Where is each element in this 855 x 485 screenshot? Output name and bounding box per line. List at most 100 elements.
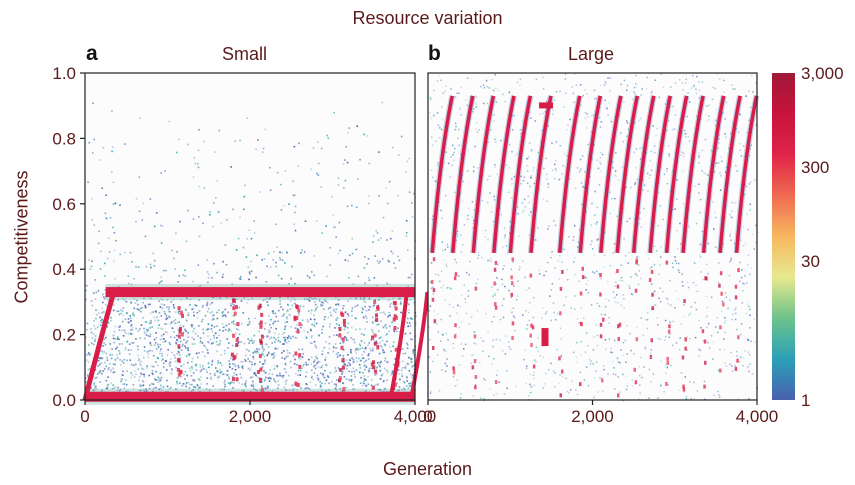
panel-b-point bbox=[748, 398, 750, 400]
panel-a-point bbox=[160, 303, 163, 305]
panel-a-point bbox=[176, 377, 178, 379]
panel-a-point bbox=[216, 337, 218, 339]
panel-b-point bbox=[695, 222, 698, 225]
panel-a-point bbox=[338, 324, 340, 326]
panel-a-point bbox=[357, 304, 359, 306]
panel-a-streak-mark bbox=[373, 300, 377, 305]
panel-a-point bbox=[147, 356, 149, 358]
panel-b-point bbox=[483, 399, 485, 402]
panel-b-point bbox=[702, 278, 704, 281]
panel-b-point bbox=[634, 218, 636, 220]
panel-a-point bbox=[397, 255, 399, 258]
panel-a-point bbox=[139, 384, 141, 386]
panel-a-point bbox=[410, 317, 412, 320]
panel-b-stripe-mark bbox=[474, 286, 478, 291]
panel-a-band-upper bbox=[105, 287, 415, 298]
panel-a-point bbox=[270, 336, 273, 339]
panel-a-point bbox=[285, 341, 288, 344]
panel-b-point bbox=[552, 370, 555, 372]
panel-b-point bbox=[747, 303, 749, 305]
panel-a-point bbox=[253, 220, 256, 222]
panel-a-point bbox=[264, 322, 267, 325]
panel-b-point bbox=[529, 373, 531, 376]
panel-a-point bbox=[213, 296, 215, 298]
panel-a-point bbox=[409, 276, 411, 279]
panel-b-point bbox=[681, 151, 683, 153]
panel-a-point bbox=[174, 360, 177, 363]
panel-a-point bbox=[319, 384, 322, 386]
panel-a-point bbox=[124, 379, 127, 381]
panel-a-point bbox=[148, 374, 150, 377]
panel-b-point bbox=[736, 355, 738, 357]
panel-a-point bbox=[367, 368, 370, 371]
panel-a-point bbox=[269, 166, 271, 169]
panel-b-point bbox=[623, 79, 626, 82]
panel-a-point bbox=[101, 389, 103, 392]
panel-b-point bbox=[650, 349, 653, 351]
panel-a-point bbox=[153, 338, 156, 341]
panel-b-point bbox=[600, 121, 603, 123]
panel-b-point bbox=[511, 150, 513, 153]
panel-a-point bbox=[321, 332, 323, 334]
panel-a-point bbox=[314, 367, 317, 370]
panel-a-point bbox=[224, 329, 227, 331]
panel-b-point bbox=[485, 79, 488, 82]
panel-b-point bbox=[477, 254, 480, 256]
panel-a-point bbox=[125, 390, 127, 393]
panel-a-point bbox=[168, 310, 171, 313]
panel-a-point bbox=[407, 285, 409, 287]
panel-a-point bbox=[151, 372, 154, 375]
panel-a-point bbox=[223, 388, 225, 391]
panel-b-stripe bbox=[508, 95, 533, 253]
panel-b-point bbox=[447, 162, 450, 165]
panel-a-point bbox=[175, 341, 177, 344]
panel-a-point bbox=[315, 346, 318, 349]
panel-a-point bbox=[114, 325, 117, 328]
panel-b-stripe-mark bbox=[493, 267, 497, 272]
panel-a-point bbox=[165, 315, 168, 317]
panel-b-point bbox=[528, 287, 530, 289]
panel-a-point bbox=[407, 362, 409, 365]
panel-a-point bbox=[171, 327, 173, 329]
panel-b-point bbox=[739, 113, 741, 116]
panel-a-point bbox=[391, 230, 394, 233]
panel-a-point bbox=[227, 330, 230, 332]
panel-a-point bbox=[176, 382, 179, 385]
panel-a-point bbox=[259, 389, 261, 391]
panel-a-point bbox=[195, 369, 198, 371]
panel-b-point bbox=[648, 177, 650, 179]
panel-a-point bbox=[406, 160, 409, 163]
panel-b-point bbox=[583, 186, 586, 189]
panel-a-point bbox=[253, 364, 256, 366]
panel-b-point bbox=[582, 95, 584, 97]
panel-b-point bbox=[594, 190, 596, 193]
panel-a-point bbox=[116, 310, 118, 313]
panel-b-point bbox=[740, 155, 743, 157]
panel-a-point bbox=[164, 170, 166, 172]
panel-a-point bbox=[154, 386, 156, 389]
panel-a-point bbox=[155, 332, 157, 334]
panel-a-point bbox=[137, 354, 140, 357]
panel-a-point bbox=[137, 330, 140, 332]
panel-b-point bbox=[542, 87, 545, 90]
panel-b-point bbox=[631, 98, 634, 100]
panel-b-point bbox=[674, 114, 677, 116]
panel-b-point bbox=[461, 174, 463, 177]
panel-a-point bbox=[110, 369, 113, 371]
panel-b-point bbox=[547, 186, 549, 188]
panel-a-point bbox=[273, 355, 276, 358]
panel-b-point bbox=[598, 273, 600, 275]
panel-b-point bbox=[509, 232, 511, 235]
panel-b-stripe-mark bbox=[433, 319, 437, 324]
panel-b-point bbox=[749, 273, 751, 276]
panel-a-point bbox=[123, 358, 125, 361]
panel-a-point bbox=[282, 314, 285, 317]
panel-a-point bbox=[186, 320, 188, 322]
panel-b-point bbox=[479, 210, 481, 213]
panel-b-point bbox=[513, 176, 515, 178]
panel-a-point bbox=[363, 383, 366, 385]
panel-a-point bbox=[319, 372, 322, 375]
panel-b-point bbox=[508, 191, 510, 194]
panel-a-point bbox=[177, 376, 180, 379]
panel-b-point bbox=[609, 77, 612, 79]
